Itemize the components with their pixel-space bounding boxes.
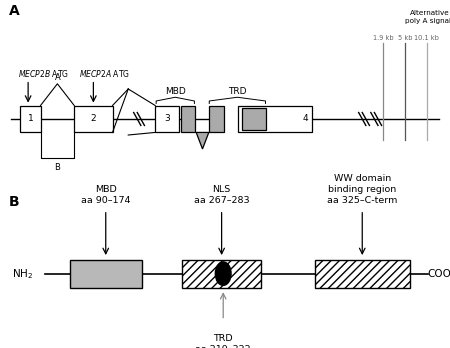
Text: 4: 4: [302, 114, 308, 124]
Polygon shape: [196, 133, 209, 149]
Text: MBD: MBD: [165, 87, 186, 96]
Text: NLS
aa 267–283: NLS aa 267–283: [194, 185, 249, 205]
Bar: [315, 260, 410, 288]
Text: $\it{MECP2B}$ ATG: $\it{MECP2B}$ ATG: [18, 68, 69, 79]
Text: TRD: TRD: [228, 87, 247, 96]
Bar: [225, 105, 238, 133]
Text: NH$_2$: NH$_2$: [12, 267, 33, 280]
Text: 10.1 kb: 10.1 kb: [414, 35, 439, 41]
Text: 5 kb: 5 kb: [398, 35, 412, 41]
Text: WW domain
binding region
aa 325–C-term: WW domain binding region aa 325–C-term: [327, 174, 397, 205]
Bar: [209, 105, 224, 133]
Text: 1.9 kb: 1.9 kb: [373, 35, 394, 41]
Text: TRD
aa 219–322: TRD aa 219–322: [195, 334, 251, 348]
Bar: [182, 260, 261, 288]
Bar: [181, 105, 195, 133]
Bar: [242, 108, 266, 130]
Text: MBD
aa 90–174: MBD aa 90–174: [81, 185, 130, 205]
Text: $\it{MECP2A}$ ATG: $\it{MECP2A}$ ATG: [79, 68, 130, 79]
Bar: [70, 260, 142, 288]
Text: COOH: COOH: [428, 269, 450, 279]
Text: Alternative
poly A signals: Alternative poly A signals: [405, 10, 450, 24]
Bar: [238, 105, 312, 133]
Bar: [74, 105, 112, 133]
Text: B: B: [54, 164, 60, 173]
Bar: [20, 105, 40, 133]
Text: 2: 2: [90, 114, 96, 124]
Text: A: A: [55, 73, 61, 82]
Bar: [155, 105, 179, 133]
Text: 3: 3: [164, 114, 170, 124]
Text: B: B: [9, 195, 20, 208]
Ellipse shape: [215, 262, 231, 285]
Text: A: A: [9, 4, 20, 18]
Text: 1: 1: [27, 114, 33, 124]
